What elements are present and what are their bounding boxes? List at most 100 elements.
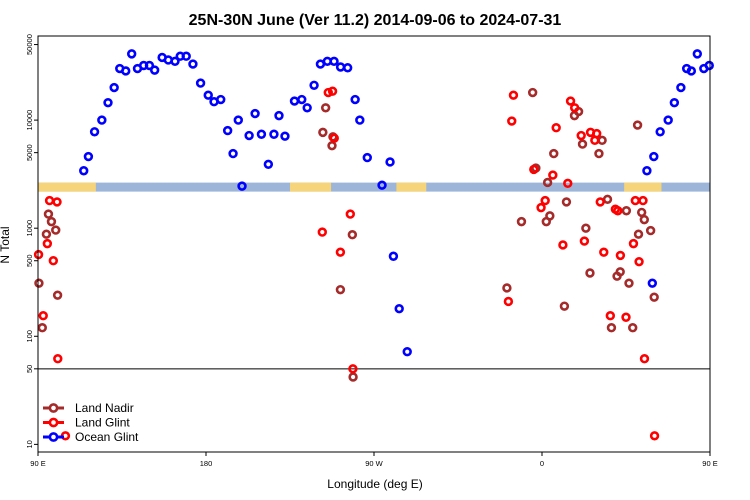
ocean_glint-point-46: [377, 180, 387, 190]
land_glint-point-36: [613, 206, 623, 216]
ocean_glint-point-3: [97, 115, 107, 125]
land_glint-point-25: [565, 96, 576, 106]
ocean_glint-point-7: [121, 66, 131, 76]
land_nadir-point-28: [585, 268, 595, 278]
land_nadir-point-42: [645, 225, 656, 236]
land_nadir-point-19: [545, 211, 555, 221]
ocean_glint-point-22: [216, 94, 226, 105]
land_nadir-point-6: [52, 290, 63, 300]
land_nadir-point-13: [348, 372, 358, 382]
land_nadir-point-22: [559, 301, 570, 311]
ocean_glint-point-25: [233, 115, 243, 125]
land_nadir-point-3: [43, 209, 54, 219]
land_glint-point-32: [595, 197, 605, 207]
ocean_glint-point-30: [263, 159, 274, 170]
ocean_glint-point-53: [649, 151, 659, 162]
x-tick-label-360: 0: [540, 459, 544, 468]
land_glint-point-17: [508, 90, 519, 100]
land_nadir-point-38: [633, 229, 644, 239]
land_glint-point-22: [551, 123, 561, 133]
strip-land-0: [38, 182, 96, 192]
y-tick-label-50000: 50000: [25, 34, 34, 55]
land_glint-point-14: [348, 364, 358, 374]
ocean_glint-point-20: [203, 90, 213, 100]
land_nadir-point-4: [46, 216, 57, 227]
land_nadir-point-8: [320, 103, 331, 113]
ocean_glint-point-43: [350, 94, 360, 105]
ocean_glint-point-17: [181, 51, 191, 61]
ocean_glint-point-36: [302, 103, 312, 113]
land_nadir-point-32: [606, 323, 617, 333]
land_glint-point-12: [335, 247, 346, 257]
ocean_glint-point-27: [244, 130, 254, 141]
ocean_glint-point-54: [655, 127, 665, 137]
y-tick-label-10: 10: [25, 440, 34, 448]
land_glint-point-8: [317, 227, 327, 237]
land_glint-point-40: [630, 195, 641, 206]
x-tick-label-90: 90 E: [30, 459, 45, 468]
land_glint-point-6: [53, 354, 63, 364]
land_nadir-point-0: [34, 278, 44, 288]
land_nadir-point-36: [624, 278, 634, 288]
land_glint-point-4: [48, 256, 59, 266]
land_nadir-point-23: [561, 197, 572, 207]
land_glint-point-37: [615, 250, 626, 261]
land_glint-point-31: [591, 128, 602, 139]
land_glint-point-34: [605, 311, 616, 321]
ocean_glint-point-60: [692, 49, 703, 59]
chart-title: 25N-30N June (Ver 11.2) 2014-09-06 to 20…: [189, 12, 562, 29]
ocean_glint-point-57: [676, 82, 686, 93]
legend-marker-land_nadir: [48, 403, 59, 413]
legend-marker-land_glint: [48, 417, 59, 428]
land_nadir-point-39: [632, 120, 643, 130]
land_glint-point-1: [38, 311, 48, 321]
ocean_glint-point-33: [280, 131, 290, 141]
land_nadir-point-7: [318, 127, 328, 138]
land_nadir-point-40: [636, 207, 647, 218]
ocean_glint-point-4: [103, 97, 113, 108]
y-tick-label-5000: 5000: [25, 144, 34, 161]
land_glint-point-28: [579, 236, 590, 246]
ocean_glint-point-34: [289, 96, 300, 106]
land_glint-point-3: [44, 195, 55, 206]
land_glint-point-41: [634, 256, 644, 267]
ocean_glint-point-45: [362, 152, 372, 163]
x-tick-label-270: 90 W: [365, 459, 383, 468]
land_nadir-point-2: [41, 229, 52, 239]
land_nadir-point-1: [37, 323, 47, 333]
ocean_glint-point-28: [250, 108, 260, 119]
ocean_glint-point-49: [394, 303, 404, 314]
y-tick-label-10000: 10000: [25, 110, 34, 131]
land_nadir-point-9: [327, 140, 337, 151]
y-axis-label: N Total: [0, 226, 12, 263]
land_glint-point-26: [569, 103, 580, 113]
ocean_glint-point-2: [89, 127, 100, 137]
land_glint-point-13: [345, 209, 355, 219]
ocean_glint-point-51: [642, 166, 652, 176]
ocean_glint-point-23: [222, 125, 233, 136]
ocean_glint-point-62: [704, 60, 714, 71]
land_nadir-point-26: [577, 139, 588, 149]
land_glint-point-44: [649, 431, 660, 441]
ocean_glint-point-44: [355, 115, 365, 125]
land_glint-point-33: [599, 247, 609, 257]
ocean_glint-point-18: [188, 59, 198, 69]
strip-land-1: [290, 182, 332, 192]
ocean_glint-point-31: [269, 129, 279, 139]
strip-land-2: [396, 182, 427, 192]
land_glint-point-39: [628, 238, 639, 249]
ocean_glint-point-52: [647, 278, 658, 288]
land_glint-point-24: [563, 178, 573, 189]
land_glint-point-2: [42, 238, 53, 249]
ocean_glint-point-50: [402, 347, 412, 357]
ocean_glint-point-0: [79, 166, 89, 176]
land_nadir-point-20: [549, 148, 559, 159]
land_glint-point-27: [576, 130, 586, 141]
land_nadir-point-5: [51, 225, 61, 235]
ocean_glint-point-55: [663, 115, 673, 125]
ocean_glint-point-40: [329, 56, 339, 67]
land_glint-point-20: [540, 195, 550, 206]
legend-label-land_glint: Land Glint: [75, 416, 130, 430]
ocean_glint-point-12: [149, 65, 160, 75]
